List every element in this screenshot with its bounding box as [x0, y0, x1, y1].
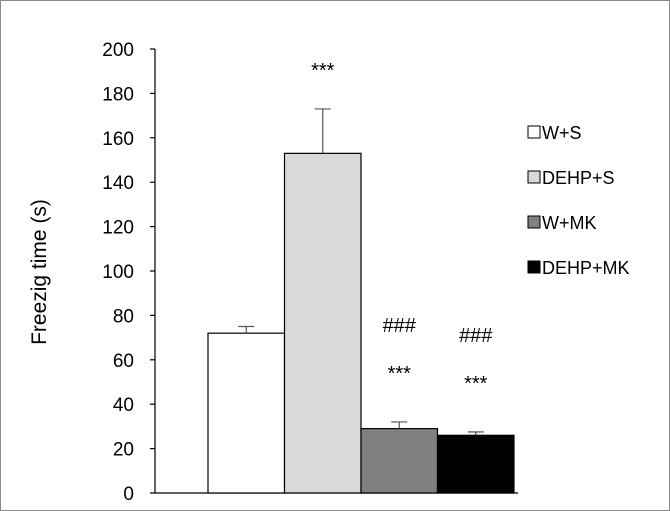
bar-dehp-s	[283, 152, 362, 494]
bar-w-mk	[360, 428, 439, 494]
y-tick-label: 200	[102, 40, 134, 61]
legend-label: DEHP+MK	[542, 258, 630, 278]
y-tick-label: 100	[102, 262, 134, 283]
y-tick-label: 120	[102, 218, 134, 239]
y-tick-label: 160	[102, 129, 134, 150]
y-tick-label: 40	[113, 395, 134, 416]
significance-stars: ***	[464, 373, 488, 395]
y-tick-label: 20	[113, 440, 134, 461]
legend-swatch	[527, 260, 541, 274]
legend-label: DEHP+S	[542, 168, 615, 188]
significance-stars: ***	[311, 60, 335, 82]
y-tick-label: 0	[123, 484, 134, 505]
legend-swatch	[527, 170, 541, 184]
legend-swatch	[527, 215, 541, 229]
legend-label: W+S	[542, 123, 582, 143]
significance-hashes: ###	[383, 315, 417, 337]
legend-swatch	[527, 125, 541, 139]
y-axis-label: Freezig time (s)	[28, 199, 51, 345]
y-tick-label: 180	[102, 84, 134, 105]
significance-hashes: ###	[459, 325, 493, 347]
legend-label: W+MK	[542, 213, 597, 233]
y-tick-label: 140	[102, 173, 134, 194]
significance-stars: ***	[388, 363, 412, 385]
bar-w-s	[207, 332, 286, 494]
y-tick-label: 80	[113, 306, 134, 327]
bar-dehp-mk	[436, 434, 515, 494]
y-tick-label: 60	[113, 351, 134, 372]
